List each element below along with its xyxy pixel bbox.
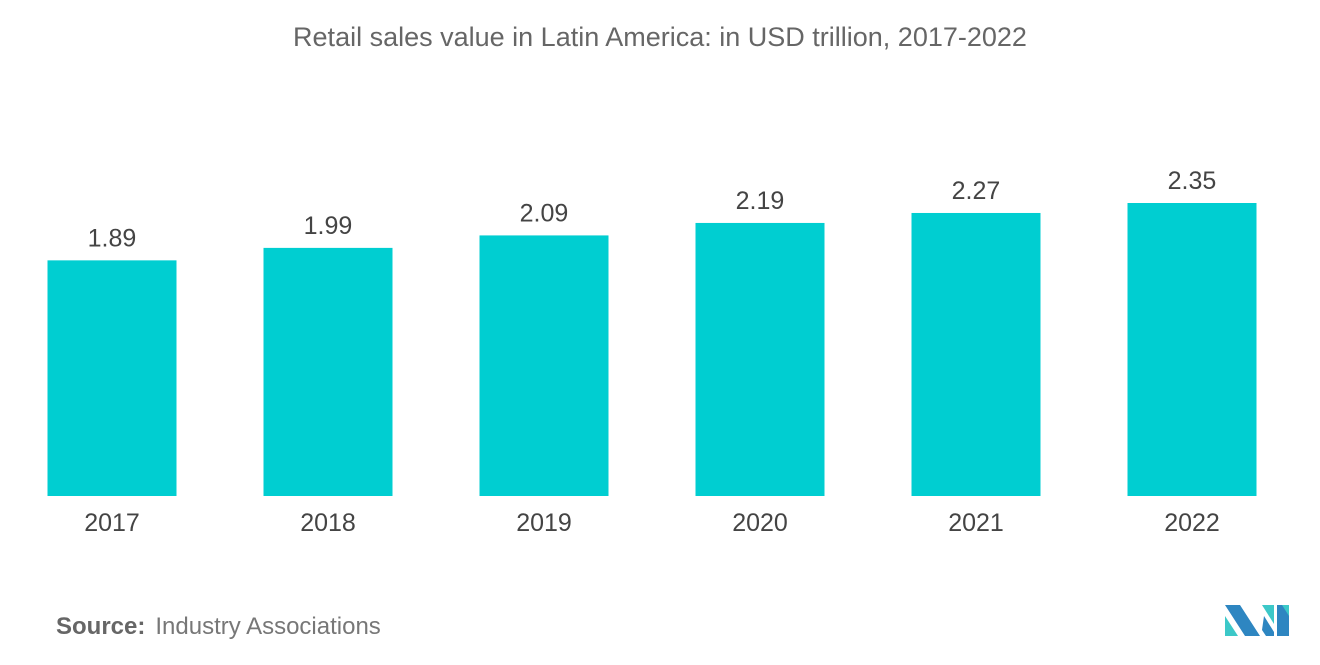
source-label: Source:: [56, 613, 146, 640]
x-tick-label: 2019: [516, 509, 572, 537]
x-tick-label: 2022: [1164, 509, 1220, 537]
source-note: Source: Industry Associations: [56, 613, 381, 641]
bar-2018: [263, 247, 393, 496]
data-label-2020: 2.19: [736, 187, 785, 215]
bar-chart: 1.89 2017 1.99 2018 2.09 2019 2.19 2020 2.27 2021…: [47, 167, 1257, 537]
data-label-2017: 1.89: [88, 224, 137, 252]
bar-2021: [911, 212, 1041, 496]
bar-2017: [47, 260, 177, 496]
data-label-2022: 2.35: [1168, 167, 1217, 195]
x-tick-label: 2020: [732, 509, 788, 537]
x-tick-label: 2018: [300, 509, 356, 537]
data-label-2018: 1.99: [304, 212, 353, 240]
x-tick-label: 2017: [84, 509, 140, 537]
bar-2022: [1127, 203, 1257, 496]
chart-title: Retail sales value in Latin America: in …: [293, 22, 1027, 52]
bar-2019: [479, 235, 609, 496]
data-label-2021: 2.27: [952, 177, 1001, 205]
source-text: Industry Associations: [155, 613, 381, 640]
bar-2020: [695, 222, 825, 497]
logo-icon: [1225, 605, 1289, 636]
data-label-2019: 2.09: [520, 199, 569, 227]
x-tick-label: 2021: [948, 509, 1004, 537]
